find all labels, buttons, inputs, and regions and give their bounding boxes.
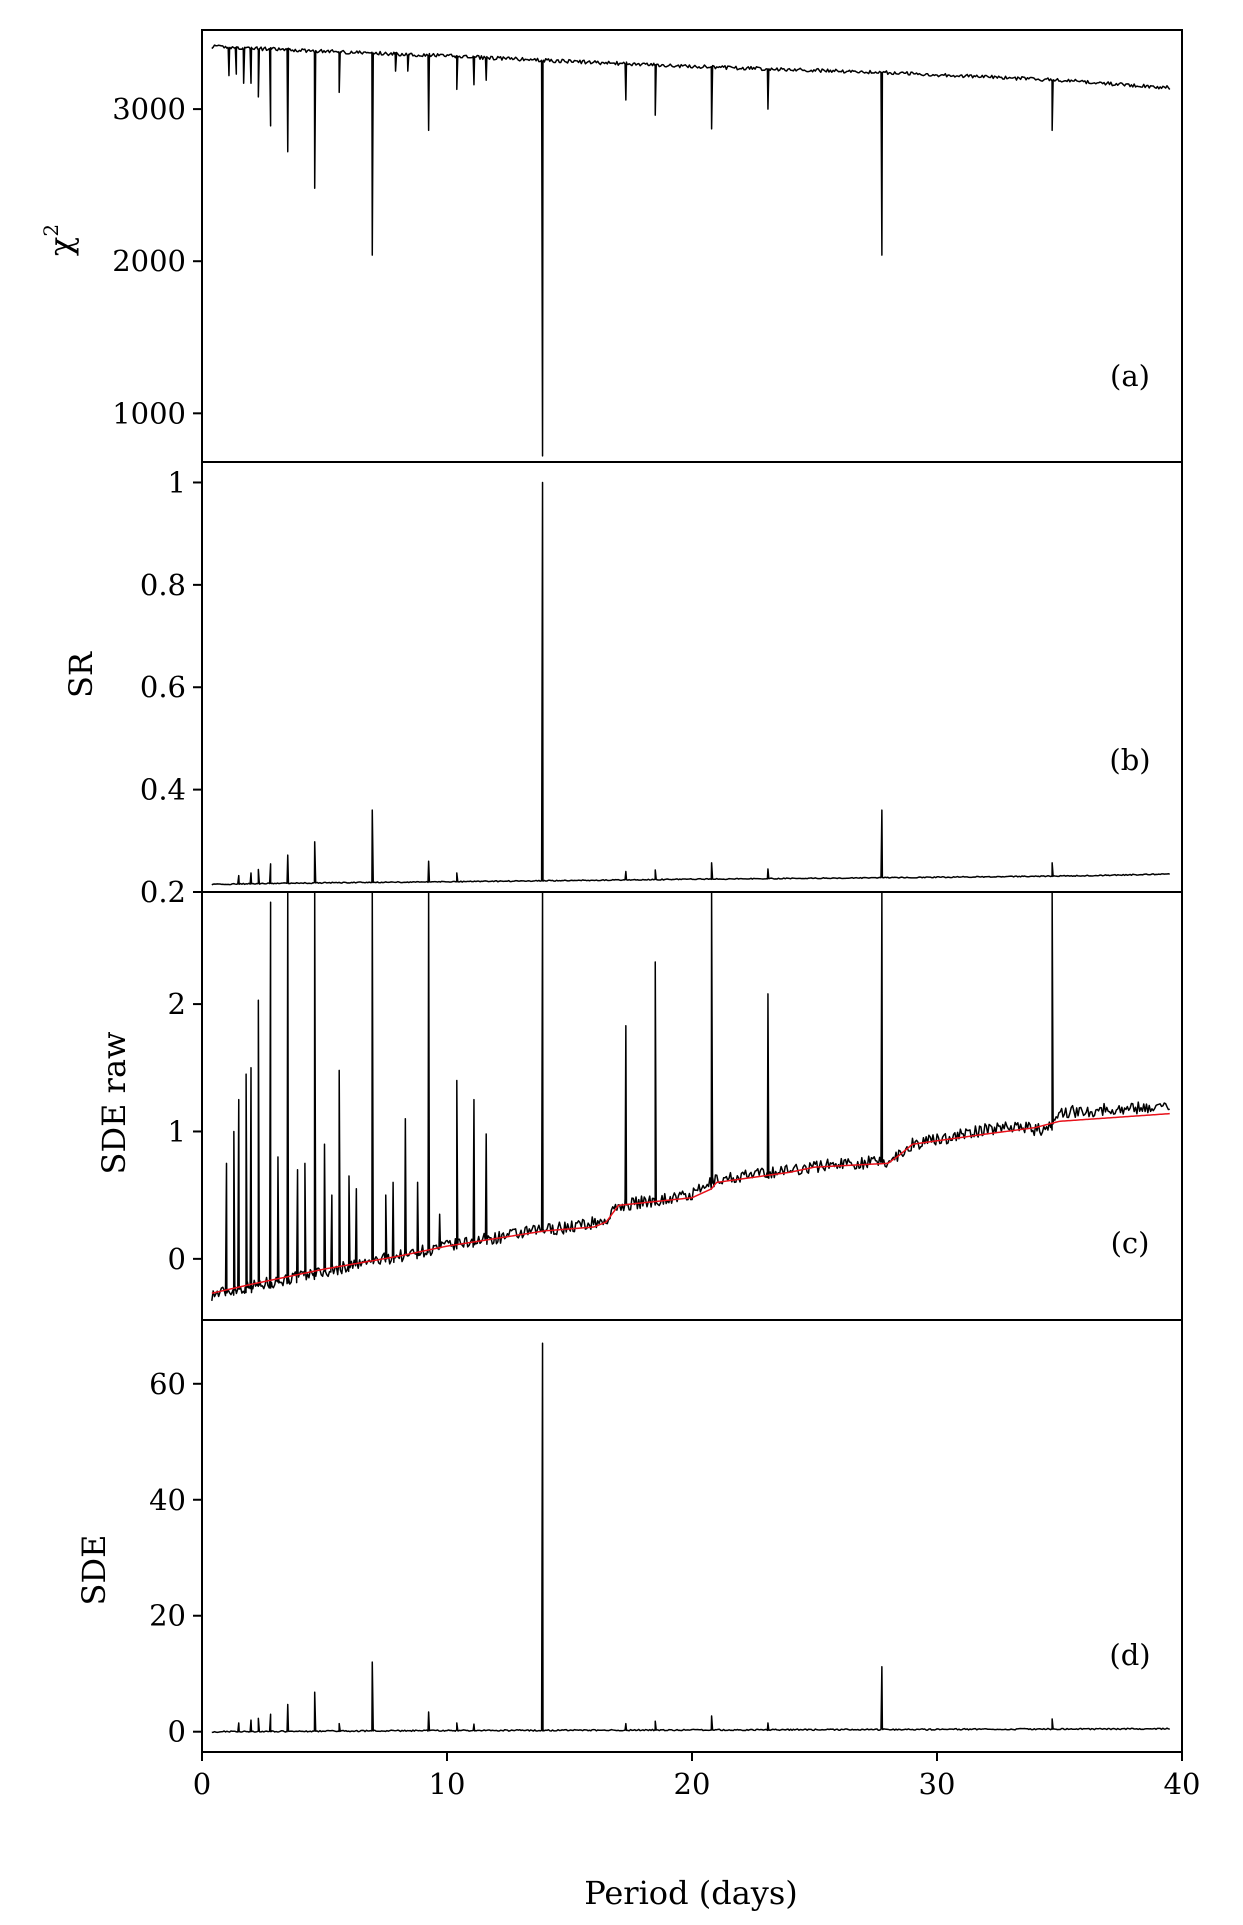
- panel-d-tag: (d): [1109, 1638, 1150, 1672]
- panel-d-sde: SDE (d) Period (days) 0 20 40 60 0 10 20 30 40: [75, 1319, 1201, 1912]
- panel-b-ytick-label: 0.8: [140, 568, 186, 602]
- panel-b-plot-area: [211, 481, 1170, 886]
- x-tick-label: 0: [193, 1767, 211, 1801]
- panel-b-series-line: [211, 481, 1170, 886]
- panel-c-ytick-label: 2: [168, 987, 186, 1021]
- panel-c-series-line-1: [211, 1112, 1170, 1294]
- panel-b-ytick-label: 0.6: [140, 670, 186, 704]
- panel-a-ytick-label: 2000: [112, 244, 186, 278]
- panel-d-ytick-label: 60: [149, 1367, 186, 1401]
- panel-a-tag: (a): [1110, 359, 1150, 393]
- panel-d-series-line: [211, 1342, 1170, 1734]
- panel-a-ytick-label: 1000: [112, 396, 186, 430]
- panel-d-ytick-label: 40: [149, 1483, 186, 1517]
- panel-c-ytick-label: 1: [168, 1114, 186, 1148]
- panel-d-ylabel: SDE: [75, 1535, 113, 1606]
- panel-a-series-line: [211, 44, 1171, 457]
- x-tick-label: 30: [919, 1767, 956, 1801]
- panel-c-series-line-0: [211, 892, 1170, 1301]
- panel-a-ylabel: χ2: [39, 224, 80, 256]
- x-axis-label: Period (days): [584, 1874, 798, 1912]
- panel-b-tag: (b): [1109, 743, 1150, 777]
- panel-c-ylabel: SDE raw: [95, 1032, 133, 1175]
- panel-b-ylabel: SR: [62, 651, 100, 698]
- x-tick-label: 20: [674, 1767, 711, 1801]
- panel-b-ytick-label: 0.4: [140, 773, 186, 807]
- panel-a-plot-area: [211, 44, 1171, 457]
- panel-c-plot-area: [211, 892, 1170, 1301]
- panel-d-ytick-label: 20: [149, 1599, 186, 1633]
- panel-c-tag: (c): [1111, 1226, 1150, 1260]
- panel-a-ytick-label: 3000: [112, 92, 186, 126]
- panel-c-ytick-label: 0: [168, 1242, 186, 1276]
- x-tick-label: 40: [1164, 1767, 1201, 1801]
- panel-d-plot-area: [211, 1342, 1170, 1734]
- x-tick-label: 10: [429, 1767, 466, 1801]
- panel-b-ytick-label: 1: [168, 465, 186, 499]
- panel-d-ytick-label: 0: [168, 1715, 186, 1749]
- panel-b-ytick-label: 0.2: [140, 875, 186, 909]
